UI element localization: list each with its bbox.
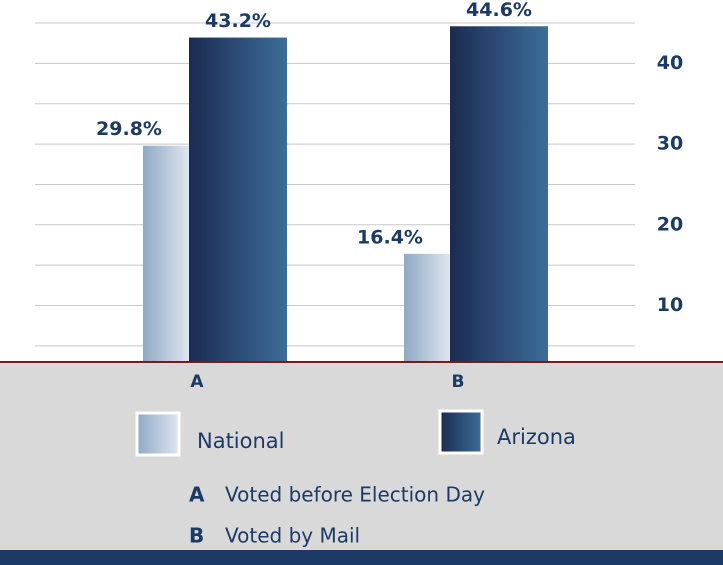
data-label: 16.4% [357,226,423,248]
note-text: Voted by Mail [225,524,360,548]
y-tick-label: 10 [657,294,683,316]
data-label: 44.6% [466,0,532,21]
bar [143,145,189,362]
legend-swatch [438,409,484,455]
legend-panel [0,362,723,550]
x-tick-label: A [190,372,204,392]
data-label: 43.2% [205,10,271,32]
legend-swatch [135,411,181,457]
bar [189,37,287,363]
note-key: A [189,483,205,507]
x-tick-label: B [452,372,465,392]
data-label: 29.8% [96,118,162,140]
legend-label: Arizona [497,425,576,449]
note-text: Voted before Election Day [225,483,485,507]
legend-label: National [197,429,285,453]
bar [450,26,548,363]
bar [404,253,450,362]
y-tick-label: 40 [657,52,683,74]
y-tick-label: 30 [657,133,683,155]
footer-band [0,550,723,565]
note-key: B [189,524,204,548]
y-tick-label: 20 [657,213,683,235]
